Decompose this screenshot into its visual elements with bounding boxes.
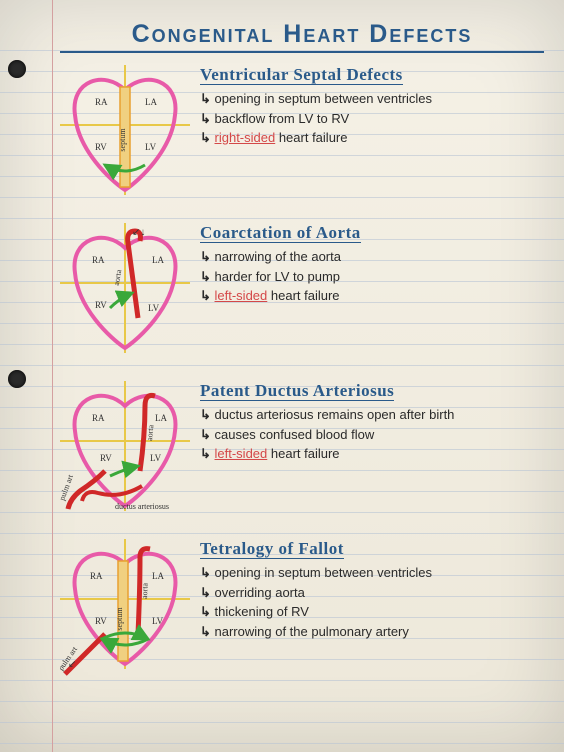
svg-text:RV: RV xyxy=(95,616,107,626)
margin-line xyxy=(52,0,53,752)
section-pda: RA LA RV LV pulm art ductus arteriosus a… xyxy=(60,381,544,521)
bullet: left-sided heart failure xyxy=(200,444,544,464)
bullet-list: ductus arteriosus remains open after bir… xyxy=(200,405,544,464)
svg-text:RV: RV xyxy=(95,300,107,310)
subtitle: Coarctation of Aorta xyxy=(200,223,361,243)
bullet: narrowing of the aorta xyxy=(200,247,544,267)
svg-text:LV: LV xyxy=(150,453,162,463)
heart-diagram-tof: RA LA RV LV septum aorta pulm art ↙ xyxy=(60,539,190,679)
subtitle: Patent Ductus Arteriosus xyxy=(200,381,394,401)
bullet: causes confused blood flow xyxy=(200,425,544,445)
svg-text:LV: LV xyxy=(152,616,164,626)
section-tof: RA LA RV LV septum aorta pulm art ↙ Tetr… xyxy=(60,539,544,679)
svg-text:aorta: aorta xyxy=(140,582,150,599)
subtitle: Ventricular Septal Defects xyxy=(200,65,403,85)
page-title: Congenital Heart Defects xyxy=(60,20,544,53)
svg-text:ductus arteriosus: ductus arteriosus xyxy=(115,502,169,511)
bullet-list: opening in septum between ventricles ove… xyxy=(200,563,544,641)
bullet: ductus arteriosus remains open after bir… xyxy=(200,405,544,425)
heart-diagram-coarctation: RA LA RV LV aorta ↙↓ xyxy=(60,223,190,363)
text-coarctation: Coarctation of Aorta narrowing of the ao… xyxy=(200,223,544,306)
svg-text:↙↓: ↙↓ xyxy=(132,227,145,238)
svg-text:LA: LA xyxy=(145,97,157,107)
svg-text:aorta: aorta xyxy=(145,424,155,441)
bullet: harder for LV to pump xyxy=(200,267,544,287)
bullet: left-sided heart failure xyxy=(200,286,544,306)
svg-text:RA: RA xyxy=(92,255,105,265)
bullet: backflow from LV to RV xyxy=(200,109,544,129)
bullet: right-sided heart failure xyxy=(200,128,544,148)
text-tof: Tetralogy of Fallot opening in septum be… xyxy=(200,539,544,641)
svg-text:LA: LA xyxy=(155,413,167,423)
subtitle: Tetralogy of Fallot xyxy=(200,539,344,559)
svg-text:RA: RA xyxy=(92,413,105,423)
svg-text:RV: RV xyxy=(100,453,112,463)
svg-text:LA: LA xyxy=(152,255,164,265)
text-vsd: Ventricular Septal Defects opening in se… xyxy=(200,65,544,148)
binder-hole xyxy=(8,60,26,78)
bullet-list: opening in septum between ventricles bac… xyxy=(200,89,544,148)
heart-diagram-pda: RA LA RV LV pulm art ductus arteriosus a… xyxy=(60,381,190,521)
svg-text:LV: LV xyxy=(148,303,160,313)
bullet: opening in septum between ventricles xyxy=(200,563,544,583)
section-vsd: RA LA RV LV septum Ventricular Septal De… xyxy=(60,65,544,205)
heart-diagram-vsd: RA LA RV LV septum xyxy=(60,65,190,205)
bullet: overriding aorta xyxy=(200,583,544,603)
text-pda: Patent Ductus Arteriosus ductus arterios… xyxy=(200,381,544,464)
bullet-list: narrowing of the aorta harder for LV to … xyxy=(200,247,544,306)
svg-text:LV: LV xyxy=(145,142,157,152)
binder-hole xyxy=(8,370,26,388)
svg-text:RA: RA xyxy=(95,97,108,107)
bullet: narrowing of the pulmonary artery xyxy=(200,622,544,642)
svg-text:septum: septum xyxy=(118,128,127,152)
notebook-paper: Congenital Heart Defects RA LA RV LV sep… xyxy=(0,0,564,752)
svg-text:septum: septum xyxy=(115,607,124,631)
page-content: Congenital Heart Defects RA LA RV LV sep… xyxy=(60,20,544,697)
svg-text:↙: ↙ xyxy=(68,659,76,670)
section-coarctation: RA LA RV LV aorta ↙↓ Coarctation of Aort… xyxy=(60,223,544,363)
svg-text:LA: LA xyxy=(152,571,164,581)
bullet: opening in septum between ventricles xyxy=(200,89,544,109)
bullet: thickening of RV xyxy=(200,602,544,622)
svg-text:RA: RA xyxy=(90,571,103,581)
svg-text:RV: RV xyxy=(95,142,107,152)
